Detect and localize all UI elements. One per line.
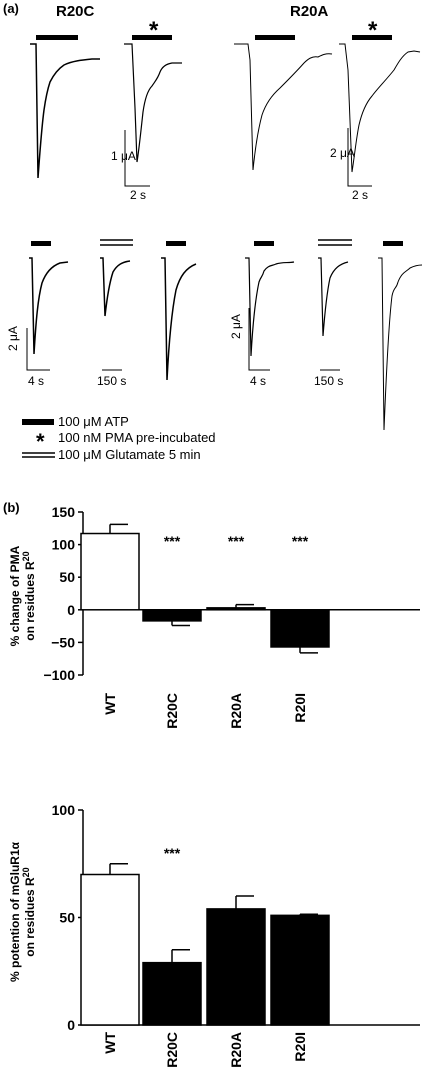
scale-label-x: 150 s [97,374,126,388]
significance-label: *** [164,845,181,861]
panel-a-label: (a) [3,1,19,16]
x-tick-label: R20A [228,1032,244,1068]
legend: 100 μM ATP * 100 nM PMA pre-incubated 10… [22,414,216,462]
asterisk-r20c: * [149,17,159,44]
y-tick-label: 100 [52,802,76,818]
bar [206,908,266,1026]
atp-bar [166,241,186,246]
x-tick-label: WT [102,693,118,715]
current-trace [29,257,69,355]
scale-label-x: 2 s [130,188,146,202]
group-label-r20a: R20A [290,3,329,20]
current-trace [30,43,100,179]
y-tick-label: 0 [67,1017,75,1033]
current-trace [378,257,423,431]
pma-chart: % change of PMA on residues R20 −100 −50 0… [8,504,420,729]
atp-bar [383,241,403,246]
atp-bar [132,35,172,40]
y-axis-label: on residues R20 [21,867,37,956]
legend-text: 100 μM Glutamate 5 min [58,447,201,462]
current-trace [234,43,333,171]
bar [142,609,202,622]
atp-bar [254,241,274,246]
x-tick-label: R20I [292,693,308,723]
bar [270,609,330,648]
x-tick-label: R20C [164,693,180,729]
bar [270,914,330,1026]
atp-bar [36,35,78,40]
scale-label-x: 2 s [352,188,368,202]
atp-bar [352,35,392,40]
y-tick-label: −100 [43,667,75,683]
scale-label-y: 2 μA [6,326,20,351]
y-tick-label: 50 [59,569,75,585]
y-tick-label: −50 [51,634,75,650]
bar [206,607,266,611]
panel-b-label: (b) [3,500,20,515]
scale-label-x: 4 s [28,374,44,388]
current-trace [245,257,295,357]
significance-label: *** [164,533,181,549]
y-tick-label: 50 [59,910,75,926]
scale-label-x: 150 s [314,374,343,388]
y-tick-label: 0 [67,602,75,618]
x-tick-label: WT [102,1032,118,1054]
legend-text: 100 μM ATP [58,414,129,429]
mglur-chart: % potention of mGluR1α on residues R20 0… [8,802,420,1068]
x-tick-label: R20A [228,693,244,729]
scale-bar [248,308,270,371]
y-axis-label: % potention of mGluR1α [8,841,22,982]
current-trace [124,43,182,163]
scale-bar [26,328,50,371]
x-tick-label: R20I [292,1032,308,1062]
scale-label-x: 4 s [250,374,266,388]
y-axis-label: on residues R20 [21,551,37,640]
current-trace [100,257,131,317]
significance-label: *** [228,533,245,549]
atp-bar [31,241,51,246]
legend-text: 100 nM PMA pre-incubated [58,430,216,445]
y-tick-label: 150 [52,504,76,520]
y-axis-label: % change of PMA [8,545,22,646]
significance-label: *** [292,533,309,549]
scale-bar [347,128,372,187]
scale-label-y: 2 μA [330,146,355,160]
bar [80,873,140,1026]
bar [142,961,202,1026]
x-tick-label: R20C [164,1032,180,1068]
current-trace [161,257,197,381]
scale-bar [124,130,150,187]
legend-asterisk-symbol: * [36,429,45,454]
asterisk-r20a: * [368,17,378,44]
scale-label-y: 1 μA [111,149,136,163]
bar [80,532,140,611]
y-tick-label: 100 [52,537,76,553]
legend-bar-symbol [22,419,54,425]
current-trace [318,257,349,337]
group-label-r20c: R20C [56,3,95,20]
atp-bar [255,35,295,40]
current-trace [339,43,421,173]
scale-label-y: 2 μA [229,314,243,339]
